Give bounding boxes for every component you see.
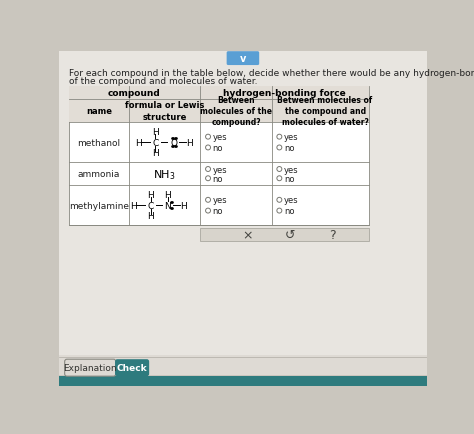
Text: ×: × bbox=[242, 228, 253, 241]
Text: yes: yes bbox=[212, 133, 227, 142]
Text: no: no bbox=[212, 207, 223, 216]
Text: yes: yes bbox=[284, 196, 299, 205]
Text: Between molecules of
the compound and
molecules of water?: Between molecules of the compound and mo… bbox=[277, 95, 373, 127]
Text: NH$_3$: NH$_3$ bbox=[153, 168, 176, 181]
Text: ↺: ↺ bbox=[284, 228, 295, 241]
Bar bbox=[69, 87, 369, 100]
Text: H: H bbox=[147, 191, 154, 200]
Text: yes: yes bbox=[212, 196, 227, 205]
Text: no: no bbox=[284, 144, 294, 153]
Text: compound: compound bbox=[108, 89, 161, 98]
Text: of the compound and molecules of water.: of the compound and molecules of water. bbox=[69, 77, 257, 85]
Text: Explanation: Explanation bbox=[64, 363, 117, 372]
Text: v: v bbox=[240, 54, 246, 64]
Text: H: H bbox=[147, 212, 154, 221]
Text: Check: Check bbox=[117, 363, 147, 372]
Text: Between
molecules of the
compound?: Between molecules of the compound? bbox=[200, 95, 272, 127]
FancyBboxPatch shape bbox=[115, 359, 149, 376]
Text: H: H bbox=[186, 138, 193, 147]
Text: hydrogen-bonding force: hydrogen-bonding force bbox=[223, 89, 346, 98]
Text: H: H bbox=[164, 191, 171, 200]
Text: no: no bbox=[212, 174, 223, 183]
Text: methanol: methanol bbox=[77, 138, 120, 147]
Text: H: H bbox=[135, 138, 142, 147]
Text: yes: yes bbox=[284, 165, 299, 174]
Text: N: N bbox=[164, 201, 171, 210]
Bar bbox=[69, 100, 369, 123]
Text: name: name bbox=[86, 107, 112, 116]
Text: yes: yes bbox=[212, 165, 227, 174]
Bar bbox=[59, 355, 427, 375]
Text: no: no bbox=[284, 174, 294, 183]
Text: no: no bbox=[284, 207, 294, 216]
Text: H: H bbox=[130, 201, 137, 210]
Bar bbox=[59, 376, 427, 386]
FancyBboxPatch shape bbox=[64, 359, 116, 376]
Text: C: C bbox=[152, 138, 158, 147]
Text: formula or Lewis
structure: formula or Lewis structure bbox=[125, 101, 204, 122]
Text: H: H bbox=[180, 201, 187, 210]
Text: methylamine: methylamine bbox=[69, 201, 129, 210]
Bar bbox=[201, 228, 369, 242]
Text: H: H bbox=[152, 149, 159, 158]
Bar bbox=[69, 87, 369, 226]
Text: ammonia: ammonia bbox=[78, 170, 120, 179]
Text: no: no bbox=[212, 144, 223, 153]
Text: yes: yes bbox=[284, 133, 299, 142]
FancyBboxPatch shape bbox=[227, 52, 259, 66]
Text: C: C bbox=[147, 201, 154, 210]
Text: For each compound in the table below, decide whether there would be any hydrogen: For each compound in the table below, de… bbox=[69, 69, 474, 78]
Text: O: O bbox=[171, 138, 177, 147]
Text: H: H bbox=[152, 128, 159, 136]
Text: ?: ? bbox=[329, 228, 336, 241]
